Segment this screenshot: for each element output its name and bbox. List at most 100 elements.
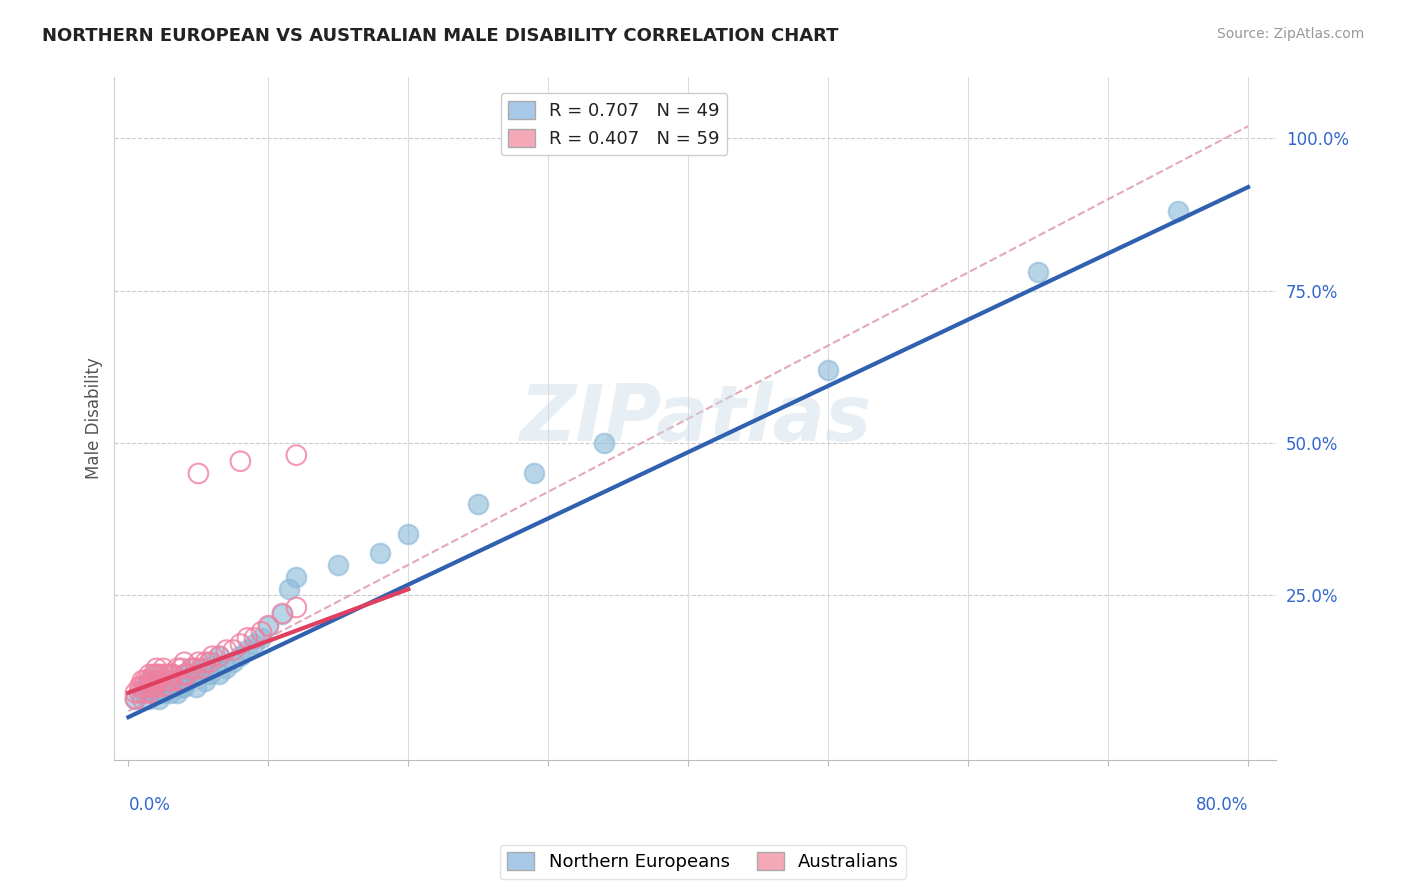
Point: [162, 667, 184, 681]
Y-axis label: Male Disability: Male Disability: [86, 358, 103, 480]
Point: [159, 667, 181, 681]
Point: [148, 667, 170, 681]
Point: [131, 673, 153, 688]
Point: [124, 691, 146, 706]
Point: [159, 667, 181, 681]
Point: [145, 667, 167, 681]
Point: [523, 467, 546, 481]
Text: 0.0%: 0.0%: [128, 797, 170, 814]
Point: [156, 667, 179, 681]
Point: [134, 680, 156, 694]
Point: [173, 667, 195, 681]
Point: [194, 673, 217, 688]
Point: [159, 686, 181, 700]
Point: [817, 363, 839, 377]
Point: [138, 691, 160, 706]
Point: [152, 667, 174, 681]
Point: [190, 661, 212, 675]
Point: [328, 558, 350, 572]
Text: 80.0%: 80.0%: [1195, 797, 1249, 814]
Point: [142, 667, 165, 681]
Point: [215, 643, 238, 657]
Point: [201, 655, 224, 669]
Point: [131, 680, 153, 694]
Point: [152, 673, 174, 688]
Point: [170, 661, 193, 675]
Point: [145, 680, 167, 694]
Point: [194, 655, 217, 669]
Point: [159, 673, 181, 688]
Text: ZIPatlas: ZIPatlas: [519, 381, 872, 457]
Point: [152, 686, 174, 700]
Point: [128, 680, 150, 694]
Point: [285, 448, 308, 462]
Point: [222, 655, 245, 669]
Point: [257, 618, 280, 632]
Point: [159, 680, 181, 694]
Point: [170, 680, 193, 694]
Point: [271, 607, 294, 621]
Point: [187, 655, 209, 669]
Point: [243, 631, 266, 645]
Point: [198, 667, 221, 681]
Point: [1167, 204, 1189, 219]
Point: [145, 667, 167, 681]
Point: [128, 686, 150, 700]
Point: [215, 661, 238, 675]
Point: [134, 673, 156, 688]
Point: [271, 607, 294, 621]
Point: [1026, 265, 1049, 279]
Point: [166, 673, 188, 688]
Point: [285, 600, 308, 615]
Point: [145, 673, 167, 688]
Point: [173, 667, 195, 681]
Point: [190, 661, 212, 675]
Point: [131, 691, 153, 706]
Point: [198, 655, 221, 669]
Point: [134, 680, 156, 694]
Point: [176, 673, 198, 688]
Point: [152, 680, 174, 694]
Point: [201, 649, 224, 664]
Text: Source: ZipAtlas.com: Source: ZipAtlas.com: [1216, 27, 1364, 41]
Point: [142, 680, 165, 694]
Point: [148, 691, 170, 706]
Point: [173, 655, 195, 669]
Point: [229, 454, 252, 468]
Legend: R = 0.707   N = 49, R = 0.407   N = 59: R = 0.707 N = 49, R = 0.407 N = 59: [501, 94, 727, 155]
Point: [243, 637, 266, 651]
Point: [142, 686, 165, 700]
Point: [156, 680, 179, 694]
Point: [173, 680, 195, 694]
Point: [187, 467, 209, 481]
Point: [156, 673, 179, 688]
Point: [467, 497, 489, 511]
Point: [138, 680, 160, 694]
Point: [166, 673, 188, 688]
Point: [208, 649, 231, 664]
Point: [138, 667, 160, 681]
Point: [396, 527, 419, 541]
Point: [124, 686, 146, 700]
Point: [145, 680, 167, 694]
Point: [593, 436, 616, 450]
Point: [370, 546, 392, 560]
Point: [229, 649, 252, 664]
Point: [142, 673, 165, 688]
Point: [180, 661, 202, 675]
Point: [170, 673, 193, 688]
Point: [134, 686, 156, 700]
Point: [184, 661, 207, 675]
Point: [250, 631, 273, 645]
Point: [236, 643, 259, 657]
Point: [138, 673, 160, 688]
Point: [138, 686, 160, 700]
Point: [162, 680, 184, 694]
Point: [278, 582, 301, 597]
Point: [236, 631, 259, 645]
Point: [184, 680, 207, 694]
Point: [145, 661, 167, 675]
Point: [208, 649, 231, 664]
Text: NORTHERN EUROPEAN VS AUSTRALIAN MALE DISABILITY CORRELATION CHART: NORTHERN EUROPEAN VS AUSTRALIAN MALE DIS…: [42, 27, 839, 45]
Point: [166, 661, 188, 675]
